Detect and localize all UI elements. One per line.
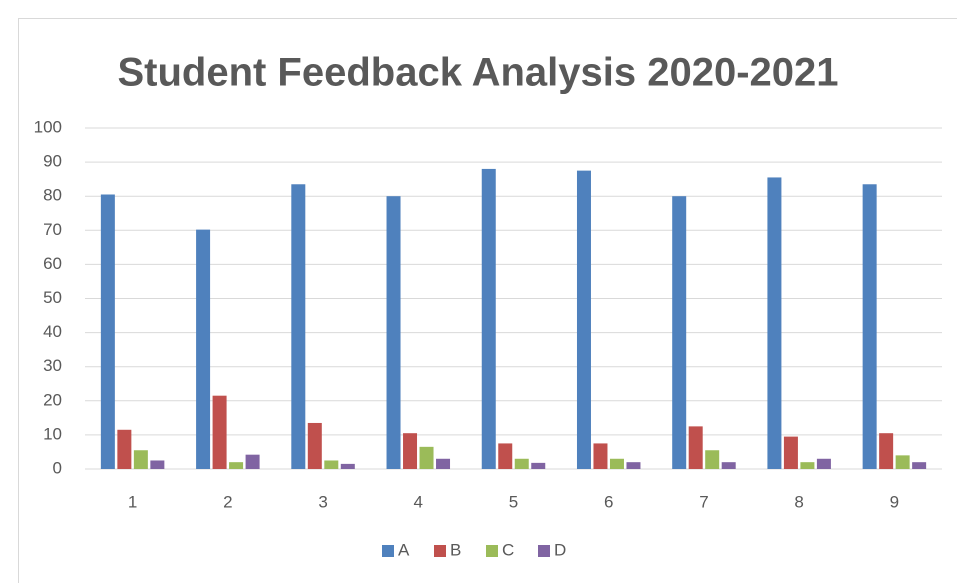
bar [291,184,306,469]
y-tick-label: 0 [53,458,62,477]
y-tick-label: 40 [43,322,62,341]
legend-swatch [486,545,498,557]
y-tick-label: 30 [43,356,62,375]
bar [133,450,148,469]
bar [196,229,211,469]
bar [403,433,418,469]
bar [419,446,434,469]
bar [862,184,877,469]
bar [672,196,687,469]
bar [481,168,496,470]
legend-label: D [554,540,566,559]
bar [340,463,355,469]
bar [212,395,227,469]
bar [593,443,608,469]
bar [307,422,322,469]
bar [688,426,703,469]
bar [783,436,798,469]
bar [514,458,529,469]
bar [705,450,720,469]
bar [117,429,132,469]
bar [498,443,513,469]
bar [245,454,260,469]
x-tick-label: 4 [414,492,423,511]
legend-label: B [450,540,461,559]
x-tick-label: 1 [128,492,137,511]
legend-swatch [382,545,394,557]
bar [324,460,339,469]
x-tick-label: 8 [794,492,803,511]
x-tick-label: 6 [604,492,613,511]
bar [912,462,927,469]
y-tick-label: 50 [43,288,62,307]
y-tick-label: 10 [43,424,62,443]
bar [609,458,624,469]
x-tick-label: 3 [318,492,327,511]
legend-swatch [434,545,446,557]
bar [816,458,831,469]
bar [576,170,591,469]
bar [626,462,641,469]
bar [879,433,894,469]
x-tick-label: 5 [509,492,518,511]
chart-title: Student Feedback Analysis 2020-2021 [117,51,838,95]
bar [229,462,244,469]
bar [721,462,736,469]
bar [100,194,115,469]
x-tick-label: 9 [890,492,899,511]
x-tick-label: 2 [223,492,232,511]
legend-swatch [538,545,550,557]
bar [895,455,910,469]
x-tick-label: 7 [699,492,708,511]
bar [800,462,815,469]
y-tick-label: 80 [43,186,62,205]
bar [386,196,401,469]
y-tick-label: 70 [43,220,62,239]
bar [767,177,782,469]
legend-label: C [502,540,514,559]
bar [436,458,451,469]
bar [150,460,165,469]
bar [531,462,546,469]
y-tick-label: 100 [34,117,62,136]
legend-label: A [398,540,410,559]
y-tick-label: 60 [43,254,62,273]
y-tick-label: 90 [43,152,62,171]
y-tick-label: 20 [43,390,62,409]
